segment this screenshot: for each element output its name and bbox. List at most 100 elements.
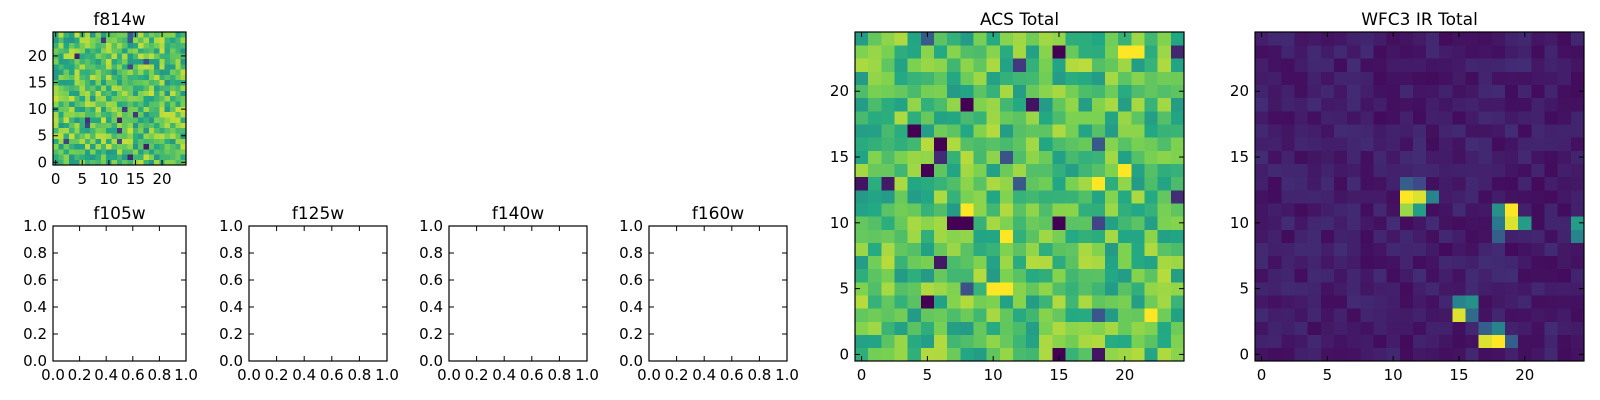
heatmap-cell bbox=[947, 32, 961, 46]
heatmap-cell bbox=[1426, 176, 1440, 191]
heatmap-cell bbox=[95, 90, 102, 97]
heatmap-cell bbox=[63, 58, 70, 65]
heatmap-cell bbox=[1399, 347, 1414, 362]
heatmap-cell bbox=[907, 71, 922, 85]
heatmap-cell bbox=[1505, 84, 1519, 99]
heatmap-cell bbox=[1465, 255, 1480, 270]
heatmap-cell bbox=[170, 127, 176, 134]
heatmap-cell bbox=[170, 53, 176, 59]
heatmap-cell bbox=[84, 101, 91, 107]
heatmap-cell bbox=[907, 203, 922, 217]
heatmap-cell bbox=[973, 137, 987, 151]
heatmap-cell bbox=[1039, 255, 1053, 270]
heatmap-cell bbox=[164, 143, 171, 150]
y-tick-label: 0.6 bbox=[419, 271, 443, 289]
heatmap-cell bbox=[100, 63, 107, 70]
heatmap-cell bbox=[1268, 347, 1282, 362]
heatmap-cell bbox=[1052, 189, 1066, 204]
heatmap-cell bbox=[1333, 242, 1348, 257]
heatmap-cell bbox=[106, 149, 112, 155]
y-tick-label: 0.8 bbox=[23, 244, 47, 262]
heatmap-cell bbox=[855, 150, 869, 164]
heatmap-cell bbox=[1531, 347, 1545, 362]
heatmap-cell bbox=[84, 111, 91, 118]
heatmap-cell bbox=[1439, 255, 1453, 270]
x-tick-label: 0.8 bbox=[547, 366, 571, 384]
heatmap-cell bbox=[1307, 58, 1322, 72]
heatmap-cell bbox=[1478, 282, 1493, 296]
heatmap-cell bbox=[159, 90, 166, 97]
heatmap-cell bbox=[933, 71, 948, 85]
heatmap-cell bbox=[148, 154, 155, 161]
heatmap-cell bbox=[960, 295, 974, 309]
heatmap-cell bbox=[881, 71, 895, 85]
heatmap-cell bbox=[79, 90, 86, 97]
heatmap-cell bbox=[58, 42, 64, 49]
heatmap-cell bbox=[973, 163, 987, 178]
heatmap-cell bbox=[148, 106, 155, 113]
heatmap-cell bbox=[63, 149, 70, 155]
heatmap-cell bbox=[920, 282, 935, 296]
heatmap-cell bbox=[1544, 203, 1559, 217]
heatmap-cell bbox=[1078, 321, 1093, 336]
heatmap-cell bbox=[1065, 229, 1080, 243]
heatmap-cell bbox=[1307, 71, 1322, 85]
heatmap-cell bbox=[143, 85, 150, 91]
heatmap-cell bbox=[68, 63, 75, 70]
heatmap-cell bbox=[1065, 84, 1080, 99]
heatmap-cell bbox=[1170, 255, 1185, 270]
x-tick-label: 0.2 bbox=[665, 366, 689, 384]
heatmap-cell bbox=[1557, 321, 1572, 336]
heatmap-cell bbox=[53, 111, 59, 118]
heatmap-cell bbox=[1518, 137, 1532, 151]
heatmap-cell bbox=[74, 159, 80, 166]
heatmap-cell bbox=[122, 127, 128, 134]
heatmap-cell bbox=[1255, 295, 1269, 309]
heatmap-cell bbox=[1557, 137, 1572, 151]
heatmap-cell bbox=[1268, 282, 1282, 296]
heatmap-cell bbox=[74, 138, 80, 145]
heatmap-cell bbox=[894, 176, 908, 191]
heatmap-cell bbox=[84, 95, 91, 102]
heatmap-cell bbox=[132, 47, 139, 54]
heatmap-cell bbox=[1105, 124, 1119, 138]
heatmap-cell bbox=[106, 58, 112, 65]
heatmap-cell bbox=[999, 45, 1014, 59]
heatmap-cell bbox=[1465, 282, 1480, 296]
heatmap-cell bbox=[1255, 347, 1269, 362]
heatmap-cell bbox=[1557, 71, 1572, 85]
heatmap-cell bbox=[1347, 176, 1361, 191]
heatmap-cell bbox=[53, 101, 59, 107]
heatmap-cell bbox=[986, 176, 1001, 191]
heatmap-cell bbox=[138, 79, 144, 86]
heatmap-cell bbox=[1118, 295, 1132, 309]
heatmap-cell bbox=[63, 122, 70, 129]
heatmap-cell bbox=[1465, 32, 1480, 46]
heatmap-cell bbox=[90, 63, 96, 70]
heatmap-cell bbox=[1478, 203, 1493, 217]
heatmap-cell bbox=[1347, 242, 1361, 257]
heatmap-cell bbox=[1412, 45, 1427, 59]
heatmap-cell bbox=[1333, 295, 1348, 309]
heatmap-cell bbox=[947, 58, 961, 72]
heatmap-cell bbox=[90, 53, 96, 59]
heatmap-cell bbox=[1052, 203, 1066, 217]
heatmap-cell bbox=[1439, 308, 1453, 322]
heatmap-cell bbox=[1399, 334, 1414, 349]
heatmap-cell bbox=[920, 124, 935, 138]
heatmap-cell bbox=[1544, 255, 1559, 270]
heatmap-cell bbox=[164, 69, 171, 75]
heatmap-cell bbox=[1399, 282, 1414, 296]
heatmap-cell bbox=[1078, 216, 1093, 230]
heatmap-cell bbox=[180, 90, 187, 97]
heatmap-cell bbox=[143, 47, 150, 54]
heatmap-cell bbox=[1491, 295, 1506, 309]
heatmap-cell bbox=[1281, 282, 1295, 296]
heatmap-cell bbox=[138, 58, 144, 65]
heatmap-cell bbox=[1347, 334, 1361, 349]
heatmap-cell bbox=[933, 216, 948, 230]
heatmap-cell bbox=[907, 242, 922, 257]
heatmap-cell bbox=[1399, 321, 1414, 336]
heatmap-cell bbox=[122, 42, 128, 49]
